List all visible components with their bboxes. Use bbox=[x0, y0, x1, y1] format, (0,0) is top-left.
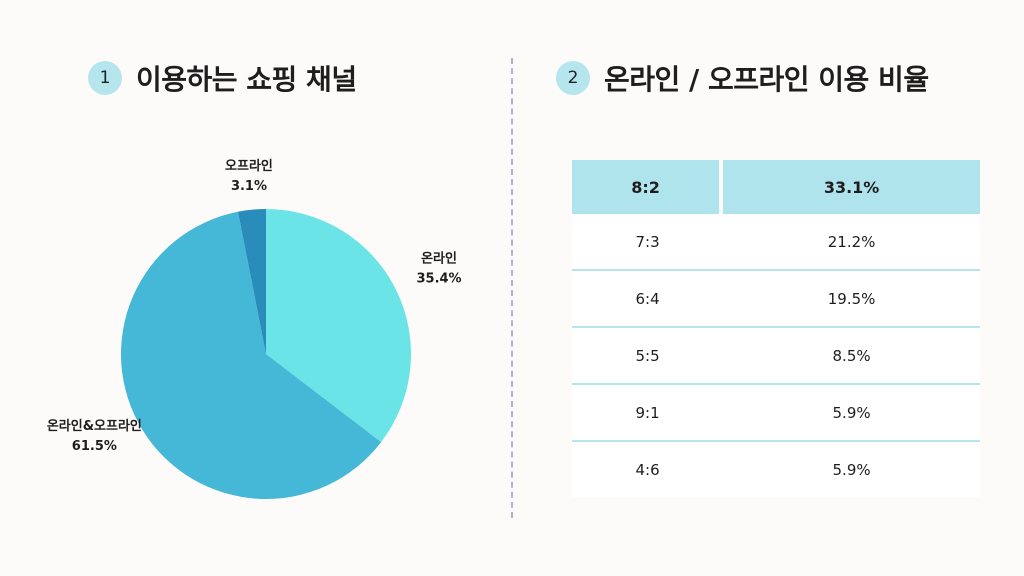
table-row-highlight: 8:2 33.1% bbox=[572, 160, 980, 214]
section-title-1: 1 이용하는 쇼핑 채널 bbox=[88, 58, 357, 98]
table-row: 5:5 8.5% bbox=[572, 328, 980, 385]
table-row: 6:4 19.5% bbox=[572, 271, 980, 328]
percent-cell: 33.1% bbox=[723, 160, 980, 214]
ratio-cell: 5:5 bbox=[572, 328, 724, 385]
ratio-cell: 8:2 bbox=[572, 160, 724, 214]
dashed-divider bbox=[511, 58, 513, 518]
pie-slice-value: 35.4% bbox=[416, 272, 461, 287]
pie-slice bbox=[120, 211, 382, 500]
section-title-text: 이용하는 쇼핑 채널 bbox=[136, 63, 357, 96]
pie-slice-value: 61.5% bbox=[72, 439, 117, 454]
pie-slice-label: 온라인 bbox=[421, 251, 457, 267]
percent-cell: 19.5% bbox=[723, 271, 980, 328]
ratio-cell: 4:6 bbox=[572, 442, 724, 497]
pie-slice bbox=[237, 209, 266, 354]
pie-slice-label: 오프라인 bbox=[225, 158, 273, 174]
ratio-cell: 7:3 bbox=[572, 214, 724, 271]
table-row: 9:1 5.9% bbox=[572, 385, 980, 442]
percent-cell: 5.9% bbox=[723, 385, 980, 442]
percent-cell: 5.9% bbox=[723, 442, 980, 497]
section-number-badge: 1 bbox=[88, 61, 122, 95]
section-number-badge: 2 bbox=[556, 61, 590, 95]
pie-chart: 온라인 35.4% 온라인&오프라인 61.5% 오프라인 3.1% bbox=[0, 130, 512, 530]
ratio-cell: 9:1 bbox=[572, 385, 724, 442]
percent-cell: 21.2% bbox=[723, 214, 980, 271]
ratio-cell: 6:4 bbox=[572, 271, 724, 328]
table-row: 4:6 5.9% bbox=[572, 442, 980, 497]
section-title-text: 온라인 / 오프라인 이용 비율 bbox=[604, 63, 929, 96]
pie-slice bbox=[266, 209, 411, 443]
pie-slice-label: 온라인&오프라인 bbox=[47, 418, 142, 434]
pie-slice-value: 3.1% bbox=[231, 179, 267, 194]
percent-cell: 8.5% bbox=[723, 328, 980, 385]
pie-chart-svg: 온라인 35.4% 온라인&오프라인 61.5% 오프라인 3.1% bbox=[47, 158, 462, 500]
ratio-table: 8:2 33.1% 7:3 21.2% 6:4 19.5% 5:5 8.5% 9:1 5.9% 4:… bbox=[572, 160, 980, 497]
section-title-2: 2 온라인 / 오프라인 이용 비율 bbox=[556, 58, 929, 98]
table-row: 7:3 21.2% bbox=[572, 214, 980, 271]
